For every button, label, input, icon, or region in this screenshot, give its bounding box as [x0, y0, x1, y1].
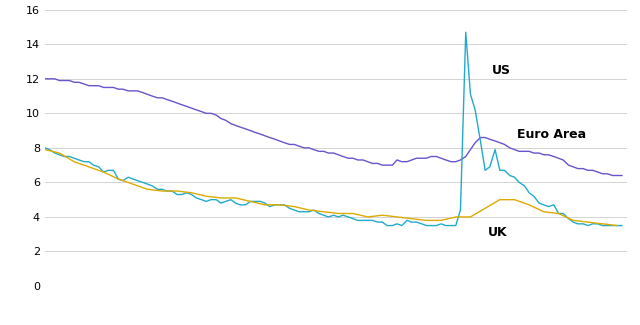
Text: 2013: 2013	[30, 302, 60, 315]
Text: 2016: 2016	[206, 302, 236, 315]
Text: 2019: 2019	[382, 302, 412, 315]
Text: US: US	[492, 64, 511, 77]
Text: 2015: 2015	[147, 302, 177, 315]
Text: 2020: 2020	[441, 302, 470, 315]
Text: 2014: 2014	[88, 302, 118, 315]
Text: UK: UK	[488, 226, 508, 239]
Text: 2017: 2017	[265, 302, 294, 315]
Text: 2021: 2021	[500, 302, 529, 315]
Text: Euro Area: Euro Area	[517, 128, 586, 141]
Text: 2022: 2022	[558, 302, 588, 315]
Text: 2018: 2018	[323, 302, 353, 315]
